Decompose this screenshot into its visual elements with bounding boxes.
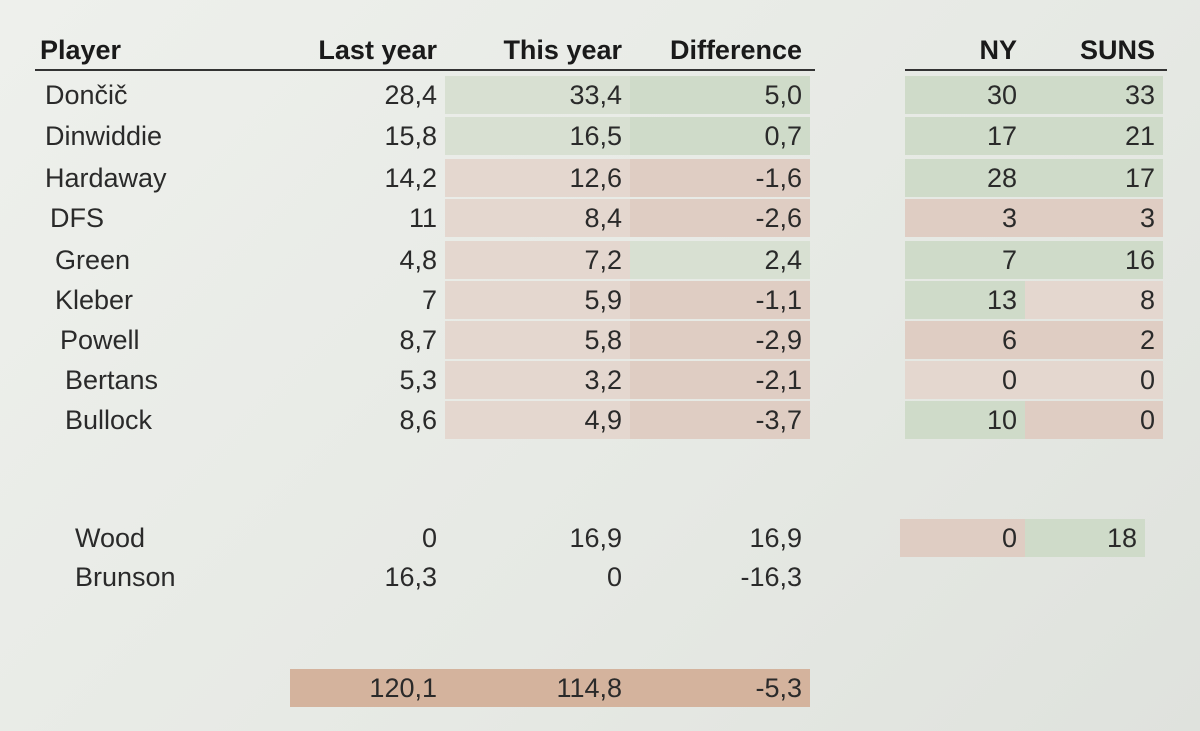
last-year-cell: 8,7 xyxy=(399,325,437,355)
total-cell: -5,3 xyxy=(630,669,810,707)
this-year-cell: 5,8 xyxy=(445,321,630,359)
this-year-cell: 16,9 xyxy=(569,523,622,553)
this-year-cell: 0 xyxy=(606,562,622,592)
difference-cell: -1,1 xyxy=(630,281,810,319)
difference-cell: 0,7 xyxy=(630,117,810,155)
difference-cell: -16,3 xyxy=(740,562,802,592)
player-name: Dinwiddie xyxy=(45,121,163,151)
last-year-cell: 0 xyxy=(421,523,437,553)
last-year-cell: 28,4 xyxy=(384,80,437,110)
last-year-cell: 11 xyxy=(408,203,437,233)
this-year-cell: 33,4 xyxy=(445,76,630,114)
ny-cell: 0 xyxy=(900,519,1025,557)
player-name: Hardaway xyxy=(45,163,167,193)
ny-cell: 28 xyxy=(905,159,1025,197)
ny-cell: 3 xyxy=(905,199,1025,237)
this-year-cell: 12,6 xyxy=(445,159,630,197)
player-name: Dončič xyxy=(45,80,128,110)
difference-cell: 16,9 xyxy=(749,523,802,553)
this-year-cell: 7,2 xyxy=(445,241,630,279)
suns-cell: 2 xyxy=(1025,321,1163,359)
player-name: Wood xyxy=(75,523,146,553)
column-header: Difference xyxy=(669,35,802,65)
ny-cell: 7 xyxy=(905,241,1025,279)
this-year-cell: 16,5 xyxy=(445,117,630,155)
column-header: NY xyxy=(979,35,1017,65)
suns-cell: 8 xyxy=(1025,281,1163,319)
this-year-cell: 4,9 xyxy=(445,401,630,439)
last-year-cell: 8,6 xyxy=(399,405,437,435)
this-year-cell: 8,4 xyxy=(445,199,630,237)
column-header: Player xyxy=(40,35,122,65)
suns-cell: 17 xyxy=(1025,159,1163,197)
suns-cell: 18 xyxy=(1025,519,1145,557)
difference-cell: 2,4 xyxy=(630,241,810,279)
difference-cell: 5,0 xyxy=(630,76,810,114)
header-rule xyxy=(905,69,1167,71)
suns-cell: 3 xyxy=(1025,199,1163,237)
player-name: Kleber xyxy=(55,285,134,315)
ny-cell: 30 xyxy=(905,76,1025,114)
last-year-cell: 5,3 xyxy=(399,365,437,395)
suns-cell: 33 xyxy=(1025,76,1163,114)
last-year-cell: 16,3 xyxy=(384,562,437,592)
player-name: Bullock xyxy=(65,405,153,435)
this-year-cell: 5,9 xyxy=(445,281,630,319)
player-name: Green xyxy=(55,245,131,275)
total-cell: 120,1 xyxy=(290,669,445,707)
this-year-cell: 3,2 xyxy=(445,361,630,399)
player-name: Bertans xyxy=(65,365,159,395)
difference-cell: -2,6 xyxy=(630,199,810,237)
difference-cell: -3,7 xyxy=(630,401,810,439)
player-name: Powell xyxy=(60,325,140,355)
last-year-cell: 7 xyxy=(421,285,437,315)
last-year-cell: 14,2 xyxy=(384,163,437,193)
ny-cell: 17 xyxy=(905,117,1025,155)
last-year-cell: 4,8 xyxy=(399,245,437,275)
difference-cell: -2,9 xyxy=(630,321,810,359)
difference-cell: -1,6 xyxy=(630,159,810,197)
suns-cell: 21 xyxy=(1025,117,1163,155)
ny-cell: 13 xyxy=(905,281,1025,319)
suns-cell: 0 xyxy=(1025,361,1163,399)
player-name: Brunson xyxy=(75,562,176,592)
suns-cell: 0 xyxy=(1025,401,1163,439)
column-header: Last year xyxy=(318,35,437,65)
total-cell: 114,8 xyxy=(445,669,630,707)
ny-cell: 10 xyxy=(905,401,1025,439)
difference-cell: -2,1 xyxy=(630,361,810,399)
column-header: This year xyxy=(503,35,622,65)
header-rule xyxy=(35,69,815,71)
last-year-cell: 15,8 xyxy=(384,121,437,151)
ny-cell: 6 xyxy=(905,321,1025,359)
column-header: SUNS xyxy=(1079,35,1155,65)
ny-cell: 0 xyxy=(905,361,1025,399)
player-name: DFS xyxy=(50,203,104,233)
suns-cell: 16 xyxy=(1025,241,1163,279)
